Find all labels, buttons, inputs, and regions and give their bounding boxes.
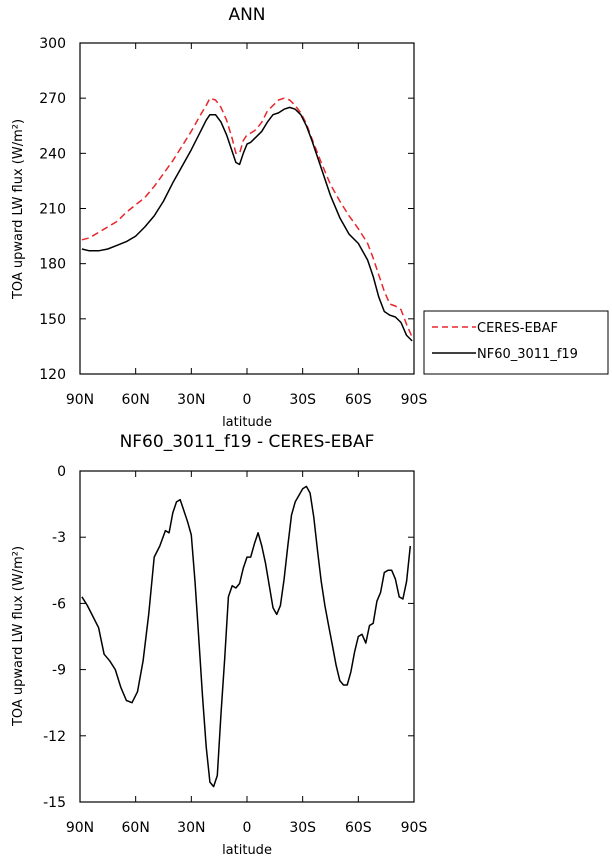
- top-x-tick-label: 90S: [401, 392, 428, 408]
- bottom-x-axis-label: latitude: [222, 843, 272, 858]
- top-x-tick-label: 90N: [66, 392, 94, 408]
- bottom-x-tick-label: 30S: [289, 820, 316, 836]
- bottom-x-tick-label: 60N: [122, 820, 150, 836]
- bottom-series-line-0: [81, 485, 412, 788]
- top-x-tick-label: 60N: [122, 392, 150, 408]
- bottom-y-tick-label: 0: [57, 464, 66, 480]
- top-x-tick-label: 30N: [177, 392, 205, 408]
- top-y-tick-label: 240: [39, 146, 66, 162]
- top-series-line-nf60-3011-f19: [81, 106, 413, 342]
- bottom-y-tick-label: -3: [52, 530, 66, 546]
- top-series-line-ceres-ebaf: [81, 97, 413, 338]
- bottom-x-tick-label: 30N: [177, 820, 205, 836]
- top-title: ANN: [228, 5, 265, 25]
- bottom-plot-frame: [79, 470, 415, 803]
- legend-label-ceres: CERES-EBAF: [477, 321, 558, 336]
- top-x-tick-label: 0: [243, 392, 252, 408]
- bottom-y-tick-label: -9: [52, 663, 66, 679]
- top-axes: 90N 60N 30N 0 30S 60S 90S 120 150 180 210 240 270 300: [39, 36, 427, 408]
- top-x-axis-label: latitude: [222, 415, 272, 430]
- top-y-tick-label: 120: [39, 367, 66, 383]
- legend: CERES-EBAF NF60_3011_f19: [423, 310, 609, 375]
- bottom-y-tick-label: -15: [43, 795, 66, 811]
- top-y-tick-label: 180: [39, 257, 66, 273]
- bottom-y-tick-label: -6: [52, 596, 66, 612]
- panel-top: ANN 90N 60N 30N 0 30S 60S 90S 120 150 180 210 240 27…: [11, 5, 427, 430]
- bottom-title: NF60_3011_f19 - CERES-EBAF: [120, 432, 375, 452]
- bottom-x-tick-label: 90S: [401, 820, 428, 836]
- bottom-series-group: [81, 485, 412, 788]
- top-x-tick-label: 30S: [289, 392, 316, 408]
- top-x-tick-label: 60S: [345, 392, 372, 408]
- legend-label-model: NF60_3011_f19: [477, 347, 578, 362]
- top-y-axis-label: TOA upward LW flux (W/m²): [11, 119, 26, 300]
- bottom-x-tick-label: 60S: [345, 820, 372, 836]
- bottom-y-tick-label: -12: [43, 729, 66, 745]
- top-y-tick-label: 210: [39, 202, 66, 218]
- top-y-tick-label: 270: [39, 91, 66, 107]
- panel-bottom: NF60_3011_f19 - CERES-EBAF 90N 60N 30N 0 30S…: [11, 432, 427, 858]
- top-series-group: [81, 97, 413, 342]
- legend-box: [423, 310, 609, 375]
- bottom-axes: 90N 60N 30N 0 30S 60S 90S -15 -12 -9 -6 -3 0: [43, 464, 427, 836]
- top-y-tick-label: 150: [39, 312, 66, 328]
- bottom-x-tick-label: 90N: [66, 820, 94, 836]
- bottom-x-tick-label: 0: [243, 820, 252, 836]
- top-y-tick-label: 300: [39, 36, 66, 52]
- bottom-y-axis-label: TOA upward LW flux (W/m²): [11, 546, 26, 727]
